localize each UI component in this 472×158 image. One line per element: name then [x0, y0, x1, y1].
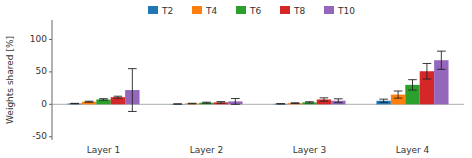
x-tick-label: Layer 3 [293, 145, 327, 155]
y-tick-label: 50 [36, 66, 48, 76]
error-bar [334, 99, 343, 103]
chart: -50 0 50 100 Layer 1 Layer 2 Layer 3 Layer 4 Wei… [0, 0, 472, 158]
error-bar [305, 102, 314, 103]
error-bar [217, 102, 226, 104]
x-tick-label: Layer 4 [396, 145, 430, 155]
bar [199, 103, 213, 105]
error-bar [408, 80, 417, 90]
x-tick-label: Layer 2 [190, 145, 224, 155]
y-axis-line [52, 20, 53, 140]
bar [82, 102, 96, 105]
error-bar [231, 98, 240, 104]
y-tick-label: -50 [32, 131, 47, 141]
error-bar [394, 91, 403, 98]
legend-label: T10 [337, 6, 355, 16]
bar [185, 103, 199, 105]
bar [96, 99, 110, 104]
error-bar [114, 96, 123, 98]
y-tick [49, 104, 52, 105]
error-bar [99, 99, 108, 101]
error-bar [291, 102, 300, 104]
error-bar [437, 51, 446, 69]
y-tick-label: 0 [41, 99, 47, 109]
error-bar [70, 103, 79, 104]
y-tick [49, 136, 52, 137]
y-tick [49, 39, 52, 40]
legend-label: T2 [161, 6, 173, 16]
bar [170, 104, 184, 105]
legend-label: T8 [293, 6, 305, 16]
y-tick-label: 100 [30, 34, 47, 44]
y-tick [49, 71, 52, 72]
bar [67, 103, 81, 105]
error-bar [423, 63, 432, 79]
bar [288, 103, 302, 104]
legend-label: T4 [205, 6, 217, 16]
error-bar [128, 69, 137, 112]
bar [302, 102, 316, 104]
plot-marks [67, 51, 448, 111]
bar [273, 103, 287, 105]
error-bar [276, 103, 285, 104]
bar [111, 97, 125, 104]
legend-swatch [192, 6, 202, 14]
error-bar [379, 99, 388, 102]
error-bar [188, 103, 197, 105]
legend-swatch [280, 6, 290, 14]
y-axis-label: Weights shared [%] [5, 36, 15, 124]
bar [214, 102, 228, 104]
error-bar [202, 102, 211, 103]
error-bar [85, 101, 94, 102]
error-bar [320, 98, 329, 101]
error-bar [173, 103, 182, 104]
legend-swatch [236, 6, 246, 14]
legend-label: T6 [249, 6, 261, 16]
legend-swatch [324, 6, 334, 14]
legend: T2 T4 T6 T8 T10 [148, 6, 355, 16]
x-tick-label: Layer 1 [87, 145, 121, 155]
legend-swatch [148, 6, 158, 14]
